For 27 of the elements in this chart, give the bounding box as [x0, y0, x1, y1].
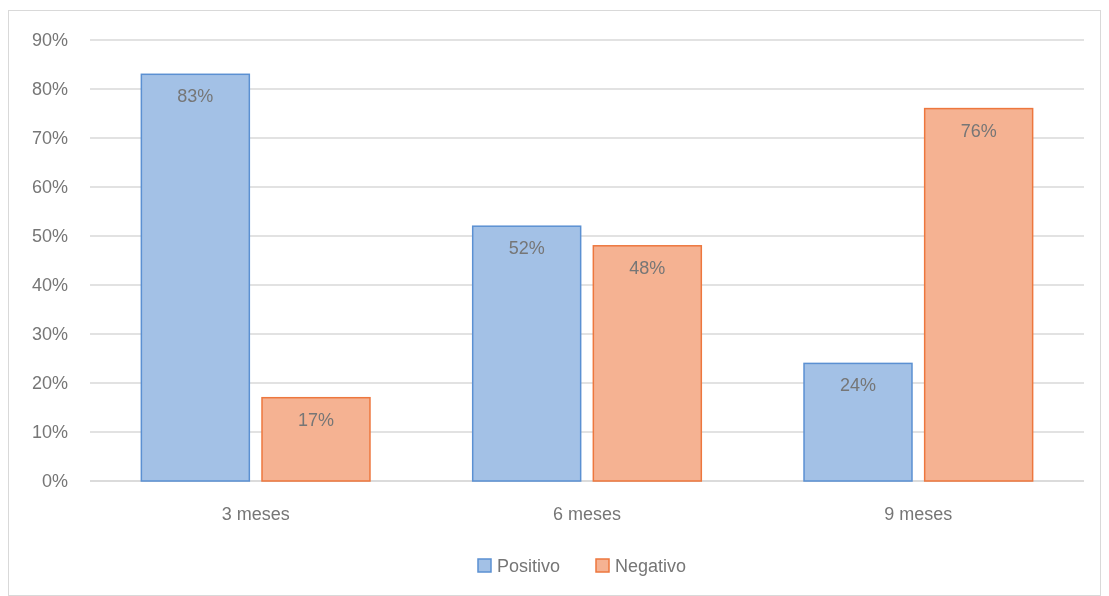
x-tick-label: 3 meses	[221, 504, 290, 524]
y-tick-label: 60%	[31, 177, 68, 198]
legend-label: Positivo	[497, 556, 561, 577]
data-label: 83%	[177, 86, 214, 107]
x-tick-label: 9 meses	[884, 504, 953, 524]
bar	[592, 245, 703, 482]
x-tick-label: 6 meses	[552, 504, 622, 524]
y-tick-label: 20%	[31, 373, 68, 394]
legend-label: Negativo	[615, 556, 687, 577]
y-tick-label: 0%	[41, 471, 68, 492]
data-label: 48%	[629, 257, 666, 278]
y-tick-label: 90%	[31, 30, 68, 51]
data-label: 24%	[840, 375, 877, 396]
y-tick-label: 40%	[31, 275, 68, 296]
y-tick-label: 30%	[31, 324, 68, 345]
y-tick-label: 50%	[31, 226, 68, 247]
bar	[140, 73, 251, 482]
bar	[923, 107, 1034, 482]
bar	[261, 396, 371, 482]
data-label: 52%	[508, 238, 545, 259]
data-label: 76%	[960, 120, 997, 141]
y-tick-label: 70%	[31, 128, 68, 149]
y-tick-label: 10%	[31, 422, 68, 443]
data-label: 17%	[297, 409, 334, 430]
bar	[803, 362, 913, 482]
bar	[471, 225, 582, 482]
y-tick-label: 80%	[31, 79, 68, 100]
